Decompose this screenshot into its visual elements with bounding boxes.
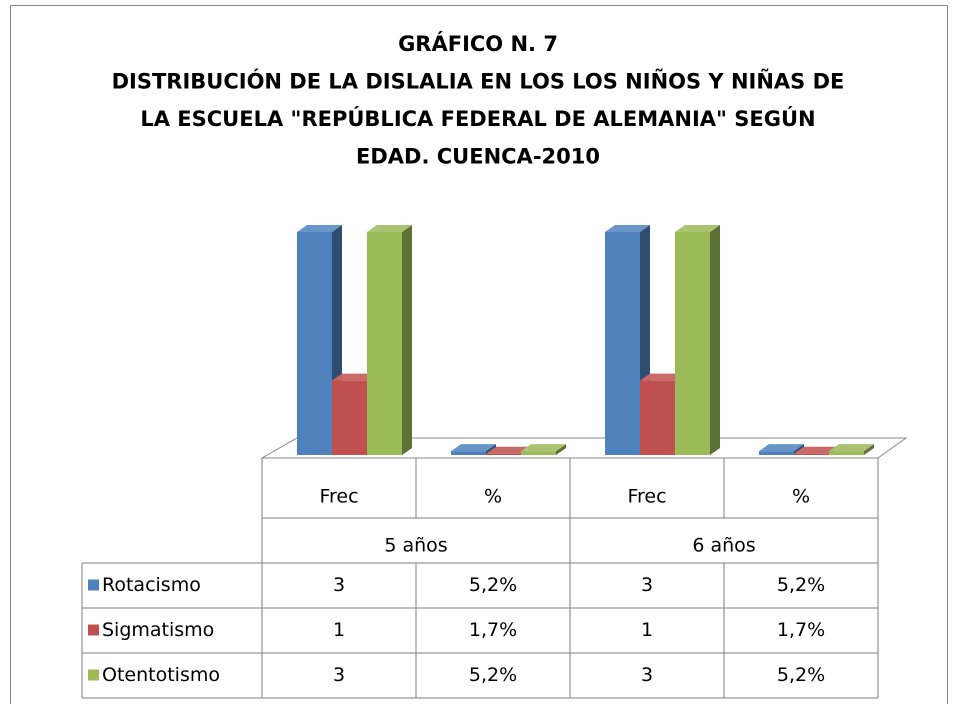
bar-top (675, 225, 720, 232)
bar-top (297, 225, 342, 232)
bar (829, 451, 864, 455)
bar-top (367, 225, 412, 232)
bar (367, 232, 402, 455)
bar-top (829, 444, 874, 452)
data-label: 5,2% (469, 664, 517, 686)
bar-top (640, 373, 685, 381)
bar-top (605, 225, 650, 232)
bar (332, 380, 367, 455)
floor (260, 437, 908, 459)
bar-top (521, 444, 566, 452)
bar-side (556, 444, 566, 455)
chart-title: DISTRIBUCIÓN DE LA DISLALIA EN LOS LOS N… (112, 69, 845, 94)
legend-label: Otentotismo (102, 664, 220, 686)
x-tick-label: Frec (627, 486, 666, 508)
bar (486, 453, 521, 455)
legend-key (88, 579, 99, 591)
bar (794, 453, 829, 455)
legend-label: Sigmatismo (102, 619, 214, 641)
data-label: 3 (641, 574, 653, 596)
x-tick-label: Frec (319, 486, 358, 508)
data-label: 3 (641, 664, 653, 686)
chart-title: LA ESCUELA "REPÚBLICA FEDERAL DE ALEMANI… (140, 106, 815, 131)
chart-title: GRÁFICO N. 7 (398, 31, 558, 56)
data-label: 1 (333, 619, 345, 641)
data-label: 5,2% (469, 574, 517, 596)
bar (640, 380, 675, 455)
bar-side (864, 444, 874, 455)
bar-top (794, 446, 839, 454)
bar (759, 451, 794, 455)
x-tick-label: % (484, 486, 502, 508)
data-label: 1,7% (777, 619, 825, 641)
data-label: 5,2% (777, 574, 825, 596)
bar-top (759, 444, 804, 452)
legend-key (88, 624, 99, 636)
bar-top (486, 446, 531, 454)
data-label: 5,2% (777, 664, 825, 686)
bar (451, 451, 486, 455)
legend-key (88, 669, 99, 681)
bar (675, 232, 710, 455)
bar (297, 232, 332, 455)
bar-side (402, 225, 412, 455)
bar (521, 451, 556, 455)
chart-title: EDAD. CUENCA-2010 (356, 145, 600, 169)
group-label: 6 años (692, 535, 755, 557)
x-tick-label: % (792, 486, 810, 508)
data-label: 3 (333, 664, 345, 686)
bar-top (332, 373, 377, 381)
bar-top (451, 444, 496, 452)
bar (605, 232, 640, 455)
bar-side (710, 225, 720, 455)
chart-border (10, 5, 948, 704)
data-label: 3 (333, 574, 345, 596)
data-label: 1,7% (469, 619, 517, 641)
group-label: 5 años (384, 535, 447, 557)
legend-label: Rotacismo (102, 574, 201, 596)
data-label: 1 (641, 619, 653, 641)
